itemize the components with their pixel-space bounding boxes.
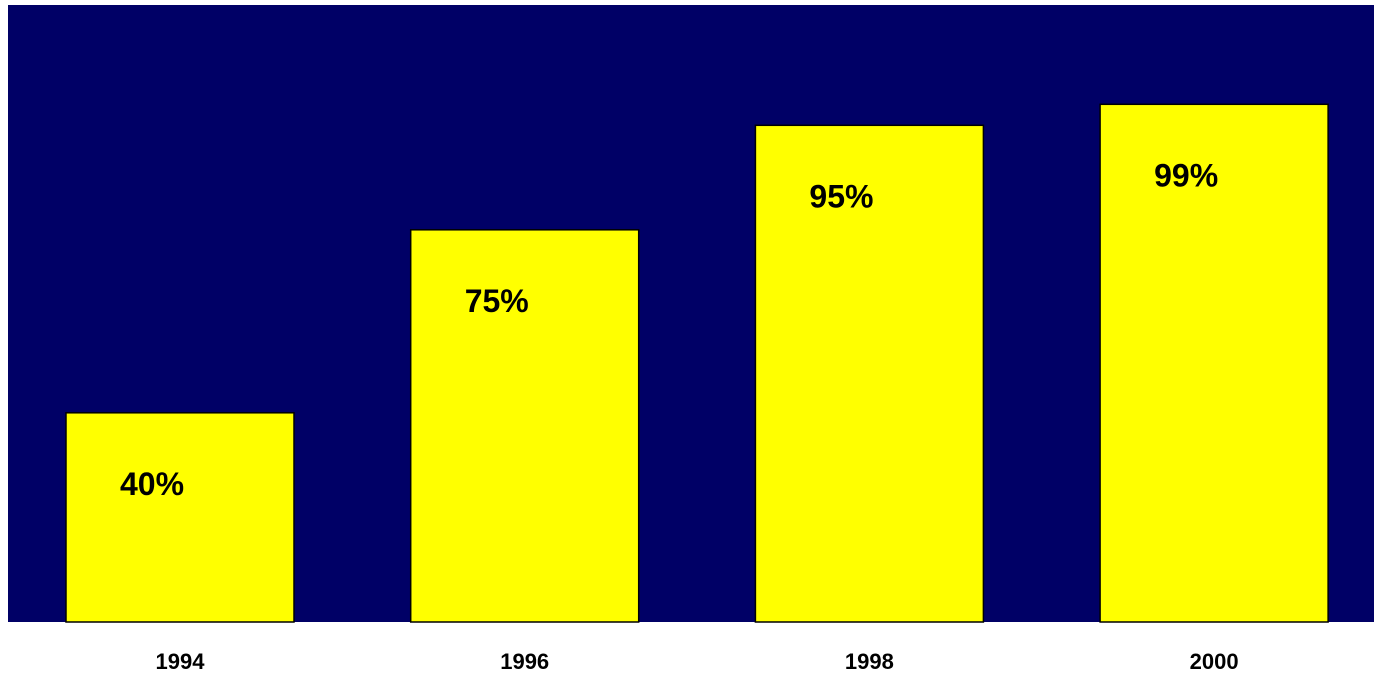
bars-group [65,103,1329,623]
x-axis-tick-labels: 1994 1996 1998 2000 [156,649,1239,674]
bar-1998 [754,124,985,623]
x-tick-label-1994: 1994 [156,649,206,674]
x-tick-label-1996: 1996 [500,649,549,674]
data-label-1998: 95% [809,178,873,214]
bar-1996 [409,229,640,623]
x-tick-label-2000: 2000 [1190,649,1239,674]
bar-1994 [65,412,295,623]
data-label-2000: 99% [1154,157,1218,193]
x-tick-label-1998: 1998 [845,649,894,674]
data-labels-group: 40% 75% 95% 99% [120,157,1218,502]
bar-2000 [1099,103,1329,623]
data-label-1994: 40% [120,466,184,502]
data-label-1996: 75% [465,283,529,319]
